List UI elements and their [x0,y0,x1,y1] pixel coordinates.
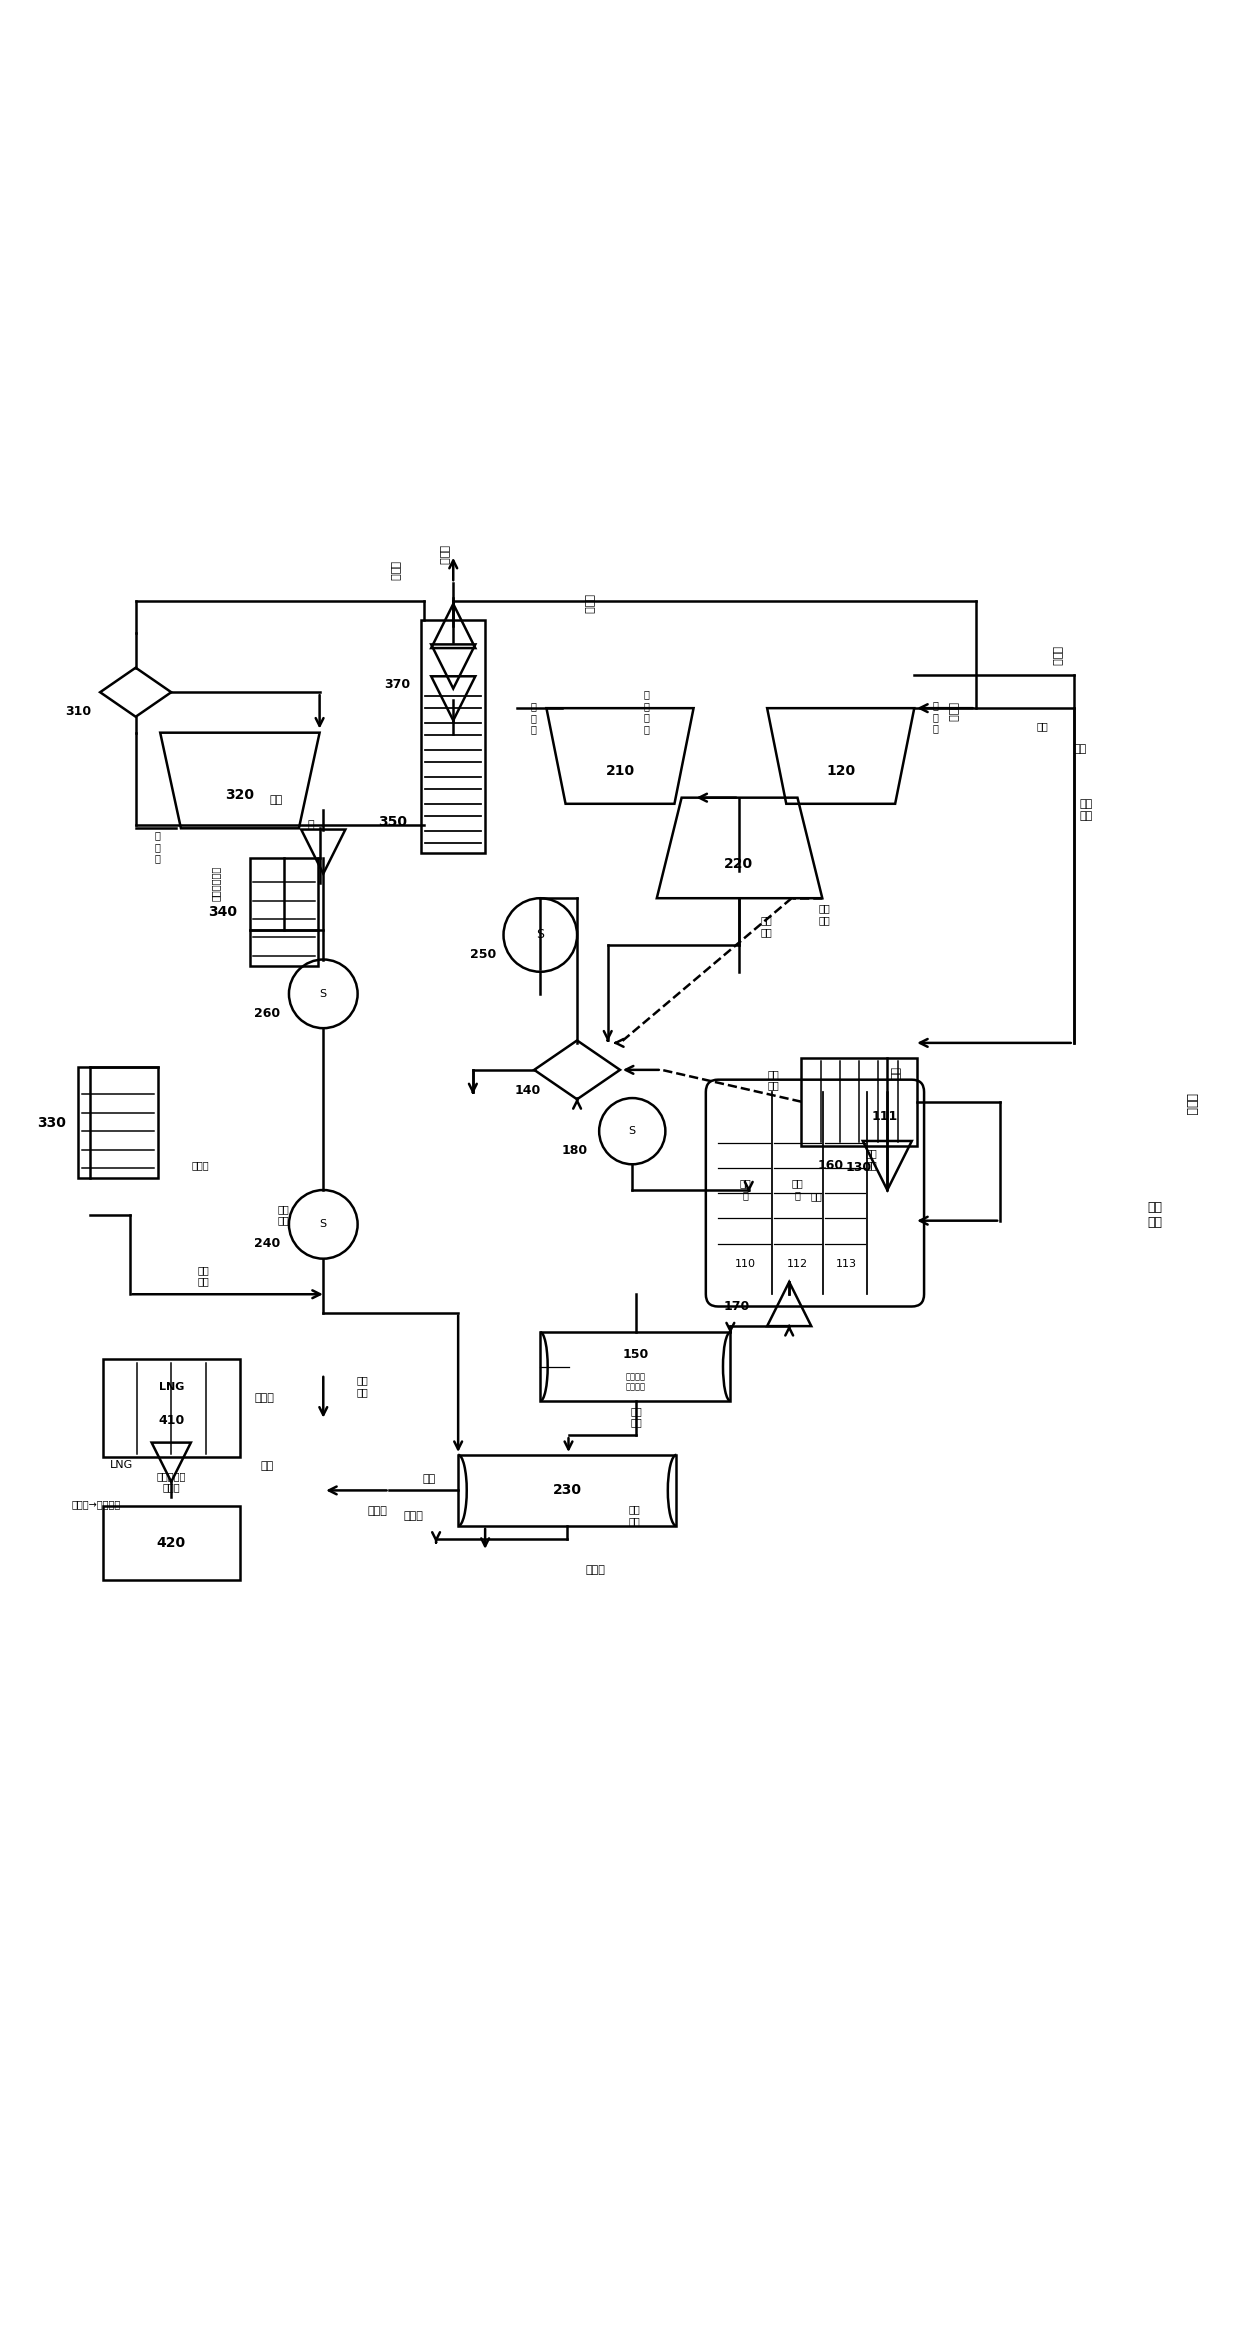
Text: 210: 210 [605,765,635,779]
Text: S: S [320,1219,327,1228]
Text: 口稳
接气: 口稳 接气 [630,1406,642,1427]
Text: 水: 水 [308,821,314,830]
Bar [78,1068,157,1177]
Text: 脱硫罐出
口稳压阀: 脱硫罐出 口稳压阀 [625,1373,645,1392]
Text: 循环
供水: 循环 供水 [197,1266,210,1287]
Text: 燃烧气: 燃烧气 [947,702,957,723]
Text: 230: 230 [553,1483,582,1497]
Text: 给水: 给水 [269,795,283,804]
Text: 阳极
气: 阳极 气 [739,1177,751,1200]
Text: 240: 240 [254,1238,280,1249]
Text: 循环
用户: 循环 用户 [357,1375,368,1396]
Text: 富水
非气: 富水 非气 [761,916,773,937]
Text: 天然气: 天然气 [389,562,399,580]
Bar [422,620,485,853]
Text: 310: 310 [64,706,91,718]
Text: 350: 350 [378,816,407,830]
Text: LNG: LNG [159,1382,184,1392]
Text: S: S [537,928,544,942]
Text: 150: 150 [622,1347,649,1361]
Text: 液化天然气
气化器: 液化天然气 气化器 [156,1471,186,1492]
Text: 410: 410 [159,1413,185,1427]
Text: 燃化气: 燃化气 [583,594,593,613]
Text: 113: 113 [836,1259,857,1268]
Text: 加压: 加压 [1074,744,1087,753]
Text: 燃气: 燃气 [890,1068,900,1079]
Text: 回水: 回水 [260,1462,274,1471]
Text: 140: 140 [515,1084,541,1098]
Text: 加压: 加压 [1037,723,1049,732]
Text: LNG: LNG [110,1459,133,1469]
Text: 氢气: 氢气 [810,1191,822,1200]
Text: 170: 170 [723,1301,750,1312]
Text: 111: 111 [872,1110,898,1124]
Text: 贫
化
气: 贫 化 气 [531,702,537,734]
Text: 180: 180 [562,1145,588,1156]
Text: 富
氧
化
气: 富 氧 化 气 [644,690,650,734]
Text: S: S [320,988,327,1000]
Text: 220: 220 [724,858,754,872]
Text: 160: 160 [818,1159,844,1172]
Text: 阴极
气: 阴极 气 [791,1177,804,1200]
Text: 循环
用户: 循环 用户 [278,1203,289,1226]
Text: 320: 320 [226,788,254,802]
Bar [103,1359,239,1457]
Text: 阳极
排气: 阳极 排气 [866,1149,877,1170]
Text: 370: 370 [384,678,410,692]
Text: 330: 330 [37,1117,66,1131]
Text: 燃烧
排气: 燃烧 排气 [1080,800,1092,821]
Text: 冷热联供排热: 冷热联供排热 [211,865,221,902]
Bar [103,1506,239,1580]
Text: 燃烧气: 燃烧气 [1052,646,1061,664]
Text: 富水
非气: 富水 非气 [818,904,831,925]
Text: 110: 110 [735,1259,755,1268]
Text: 120: 120 [826,765,856,779]
Text: 回水: 回水 [423,1476,436,1485]
Text: 天然气: 天然气 [439,545,449,564]
Text: 130: 130 [846,1161,872,1175]
Text: 燃
烧
气: 燃 烧 气 [154,830,160,862]
Bar [541,1333,730,1401]
Bar [249,858,319,965]
Text: 112: 112 [787,1259,808,1268]
Text: 水蒸气: 水蒸气 [404,1510,424,1522]
Text: 250: 250 [470,949,496,960]
Text: 脱附
排气: 脱附 排气 [629,1503,641,1527]
Bar [801,1058,916,1147]
Text: 420: 420 [156,1536,186,1550]
Text: 循环水: 循环水 [192,1161,210,1170]
Text: 燃料
电池: 燃料 电池 [1147,1200,1162,1228]
Text: 氧
化
气: 氧 化 气 [932,699,939,734]
Text: 天然气: 天然气 [1184,1093,1197,1117]
Text: S: S [629,1126,636,1135]
Text: 340: 340 [208,904,237,918]
Text: 水蒸气: 水蒸气 [367,1506,387,1515]
Text: 排放气: 排放气 [585,1564,605,1576]
Text: 阳极
排气: 阳极 排气 [768,1070,779,1091]
Bar [458,1455,676,1527]
Text: 水蒸气: 水蒸气 [254,1394,274,1403]
Text: 液化天→二氧化碳: 液化天→二氧化碳 [72,1499,122,1508]
Text: 260: 260 [254,1007,280,1021]
